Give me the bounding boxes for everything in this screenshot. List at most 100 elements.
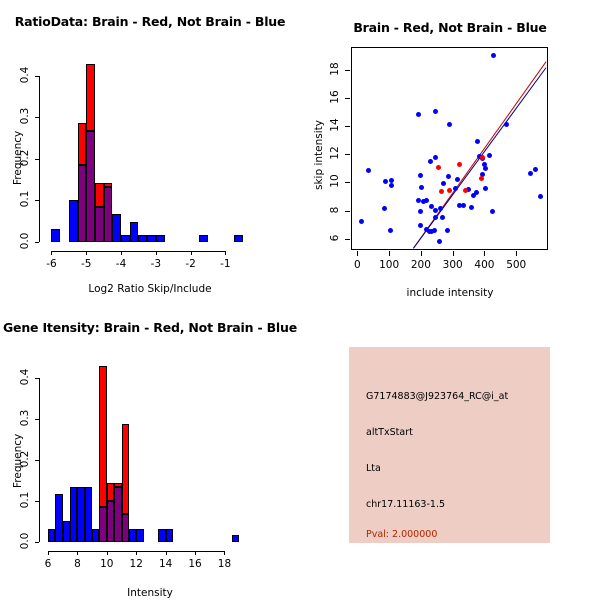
y-axis-tick	[345, 154, 350, 156]
x-axis-tick-label: 400	[474, 259, 495, 271]
x-axis-tick-label: 500	[506, 259, 527, 271]
scatter-point-brain	[447, 187, 453, 193]
scatter-plot-frame	[351, 47, 548, 250]
y-axis-tick	[35, 158, 39, 160]
scatter-point-not-brain	[441, 180, 447, 186]
scatter-point-not-brain	[456, 203, 462, 209]
y-axis-tick-label: 0.0	[19, 232, 31, 250]
y-axis-tick	[35, 242, 39, 243]
info-event-type: altTxStart	[366, 427, 413, 438]
scatter-point-not-brain	[418, 185, 424, 191]
x-axis-tick	[77, 551, 79, 555]
x-axis-tick-label: 8	[74, 558, 81, 570]
scatter-point-brain	[462, 187, 468, 193]
x-axis-tick-label: 100	[379, 259, 400, 271]
scatter-point-not-brain	[433, 154, 439, 160]
histogram-bar-not-brain	[128, 528, 137, 542]
scatter-point-brain	[436, 165, 442, 171]
histogram-bar-not-brain	[51, 228, 61, 242]
histogram-bar-not-brain	[62, 521, 71, 542]
scatter-point-not-brain	[418, 223, 424, 229]
histogram-bar-not-brain	[84, 487, 93, 542]
histogram-bar-not-brain	[138, 235, 148, 242]
scatter-point-not-brain	[433, 208, 439, 214]
y-axis-tick-label: 0.0	[19, 532, 31, 550]
gene-info-panel: G7174883@J923764_RC@i_at altTxStart Lta …	[349, 347, 550, 543]
scatter-point-not-brain	[416, 197, 422, 203]
histogram-bar-not-brain	[55, 493, 63, 542]
histogram-bar-brain	[77, 123, 87, 166]
histogram-bar-not-brain	[165, 528, 173, 542]
histogram-bar-overlap	[106, 500, 115, 542]
histogram-bar-overlap	[103, 186, 113, 242]
histogram-bar-brain	[106, 483, 115, 501]
scatter-title: Brain - Red, Not Brain - Blue	[353, 20, 547, 35]
x-axis-tick-label: 12	[129, 558, 143, 570]
histogram-bar-not-brain	[68, 200, 78, 242]
y-axis-tick	[35, 542, 39, 543]
x-axis-tick	[195, 551, 197, 555]
scatter-point-not-brain	[474, 189, 480, 195]
scatter-point-not-brain	[481, 161, 487, 167]
histogram-bar-not-brain	[199, 235, 208, 242]
scatter-xlabel: include intensity	[406, 287, 494, 299]
scatter-point-not-brain	[491, 52, 497, 58]
scatter-point-not-brain	[476, 154, 482, 160]
y-axis-tick-label: 6	[329, 234, 341, 242]
y-axis-tick-label: 0.3	[19, 409, 31, 427]
scatter-point-not-brain	[388, 228, 394, 234]
scatter-point-not-brain	[437, 206, 443, 212]
scatter-point-not-brain	[482, 166, 488, 172]
panel-ratio-histogram: RatioData: Brain - Red, Not Brain - Blue…	[0, 0, 300, 300]
scatter-point-not-brain	[452, 186, 458, 192]
x-axis-tick	[121, 251, 123, 255]
histogram-bar-not-brain	[112, 213, 122, 242]
histogram-bar-not-brain	[77, 487, 85, 542]
y-axis-tick-label: 0.3	[19, 107, 31, 125]
ratio-histogram-title: RatioData: Brain - Red, Not Brain - Blue	[14, 14, 286, 29]
scatter-point-not-brain	[429, 204, 435, 210]
histogram-bar-not-brain	[92, 528, 100, 542]
x-axis-tick-label: -5	[81, 258, 92, 270]
histogram-bar-overlap	[121, 514, 129, 542]
x-axis-tick	[86, 251, 88, 255]
y-axis-tick-label: 12	[329, 146, 341, 160]
x-axis-tick	[225, 251, 227, 255]
y-axis-tick	[35, 418, 39, 420]
x-axis-tick-label: 18	[217, 558, 232, 570]
x-axis-tick-label: -2	[185, 258, 196, 270]
y-axis-tick	[35, 459, 39, 461]
histogram-bar-overlap	[94, 206, 104, 242]
y-axis-tick-label: 0.1	[19, 191, 31, 208]
histogram-bar-brain	[121, 424, 129, 515]
scatter-point-not-brain	[480, 172, 486, 178]
y-axis-line	[39, 75, 40, 242]
y-axis-tick-label: 0.2	[19, 149, 31, 167]
scatter-point-not-brain	[382, 179, 388, 185]
scatter-point-not-brain	[503, 121, 509, 127]
y-axis-tick	[35, 377, 39, 379]
scatter-point-not-brain	[423, 198, 429, 204]
histogram-bar-overlap	[86, 131, 95, 242]
scatter-point-not-brain	[389, 182, 395, 188]
scatter-point-brain	[480, 155, 486, 161]
scatter-point-not-brain	[489, 209, 495, 215]
gene-histogram-xlabel: Intensity	[127, 587, 173, 599]
histogram-bar-not-brain	[48, 528, 56, 542]
y-axis-tick	[345, 97, 350, 99]
y-axis-tick	[35, 200, 39, 202]
y-axis-tick-label: 0.1	[19, 491, 31, 509]
scatter-point-not-brain	[532, 167, 538, 173]
y-axis-tick	[35, 117, 39, 119]
x-axis-tick-label: 6	[44, 558, 52, 570]
x-axis-tick	[452, 251, 454, 256]
scatter-point-not-brain	[482, 186, 488, 192]
y-axis-tick	[345, 238, 350, 240]
y-axis-tick-label: 0.4	[19, 66, 31, 84]
x-axis-tick	[357, 251, 359, 256]
histogram-bar-overlap	[114, 487, 122, 542]
histogram-bar-brain	[99, 366, 107, 508]
scatter-point-not-brain	[432, 108, 438, 114]
scatter-point-not-brain	[382, 206, 388, 212]
x-axis-tick	[420, 251, 422, 256]
